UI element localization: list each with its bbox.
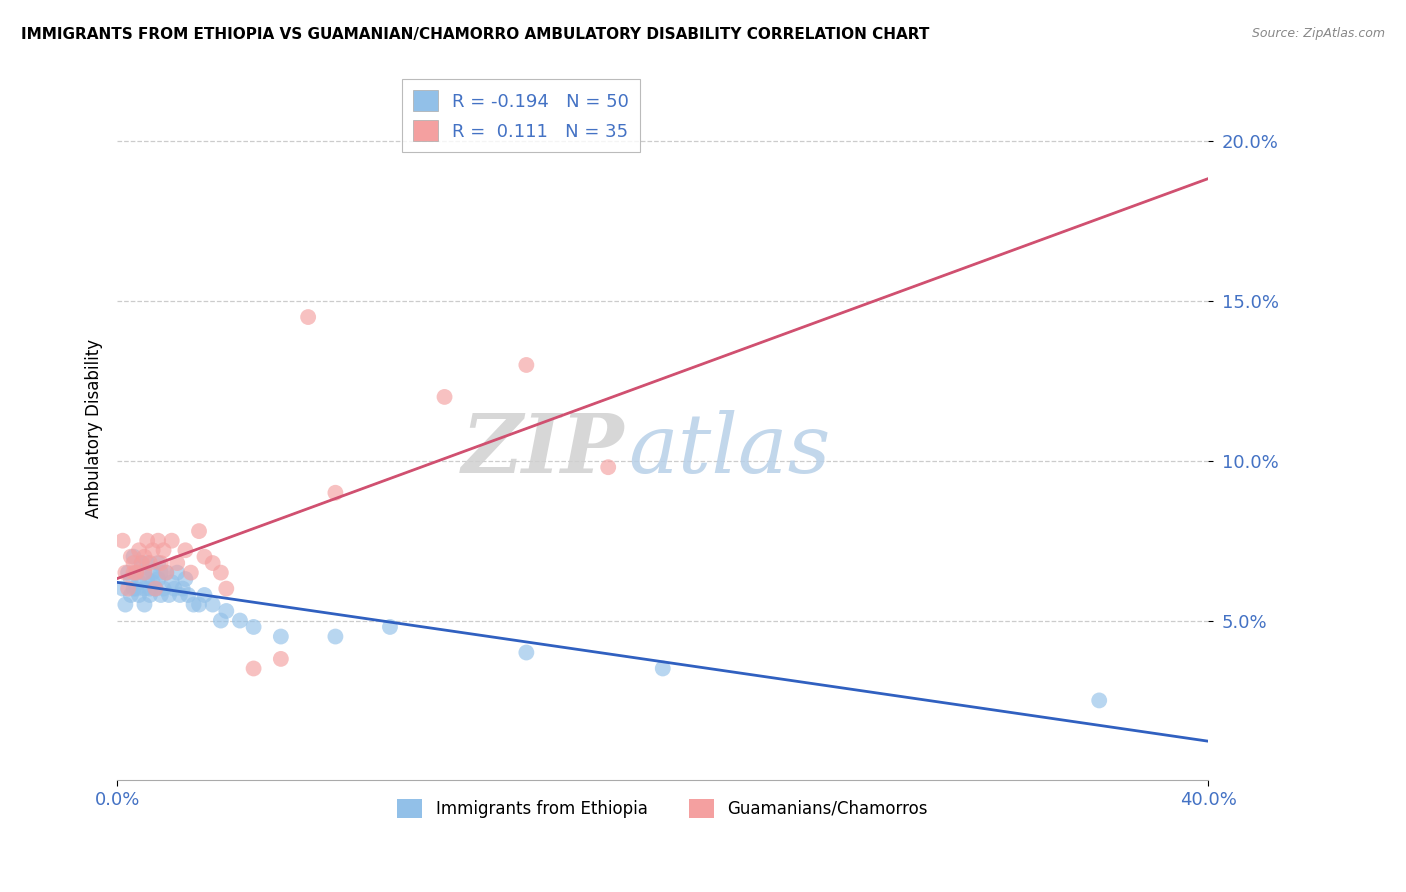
Point <box>515 358 537 372</box>
Point <box>128 575 150 590</box>
Point <box>209 566 232 580</box>
Point <box>111 582 134 596</box>
Text: Source: ZipAtlas.com: Source: ZipAtlas.com <box>1251 27 1385 40</box>
Point <box>215 582 238 596</box>
Point <box>139 588 162 602</box>
Point <box>134 566 156 580</box>
Point <box>651 661 673 675</box>
Point <box>120 572 142 586</box>
Point <box>125 582 148 596</box>
Point <box>134 582 156 596</box>
Point <box>136 533 159 548</box>
Point <box>183 598 205 612</box>
Point <box>155 566 177 580</box>
Point <box>120 588 142 602</box>
Point <box>139 556 162 570</box>
Point <box>111 533 134 548</box>
Point <box>146 533 169 548</box>
Point <box>149 566 172 580</box>
Point <box>122 566 145 580</box>
Point <box>145 582 167 596</box>
Point <box>136 572 159 586</box>
Point <box>177 588 200 602</box>
Point <box>146 572 169 586</box>
Point <box>149 588 172 602</box>
Point <box>515 646 537 660</box>
Point <box>125 566 148 580</box>
Point <box>139 582 162 596</box>
Point <box>188 598 211 612</box>
Point <box>114 598 136 612</box>
Legend: Immigrants from Ethiopia, Guamanians/Chamorros: Immigrants from Ethiopia, Guamanians/Cha… <box>391 792 935 825</box>
Point <box>142 575 165 590</box>
Point <box>142 543 165 558</box>
Point <box>155 566 177 580</box>
Point <box>201 556 224 570</box>
Point <box>163 582 186 596</box>
Point <box>160 575 183 590</box>
Point <box>209 614 232 628</box>
Point <box>114 566 136 580</box>
Point <box>180 566 202 580</box>
Point <box>134 598 156 612</box>
Point <box>142 566 165 580</box>
Point <box>193 588 215 602</box>
Point <box>149 556 172 570</box>
Point <box>136 556 159 570</box>
Point <box>152 543 174 558</box>
Point <box>229 614 252 628</box>
Point <box>325 630 347 644</box>
Point <box>297 310 319 324</box>
Point <box>270 630 292 644</box>
Point <box>193 549 215 564</box>
Point <box>117 582 139 596</box>
Point <box>131 556 153 570</box>
Text: atlas: atlas <box>628 410 830 490</box>
Point <box>125 566 148 580</box>
Point <box>270 652 292 666</box>
Point <box>174 572 197 586</box>
Point <box>134 566 156 580</box>
Point <box>122 556 145 570</box>
Point <box>146 556 169 570</box>
Point <box>188 524 211 538</box>
Point <box>122 549 145 564</box>
Point <box>134 549 156 564</box>
Point <box>433 390 456 404</box>
Point <box>172 582 194 596</box>
Point <box>598 460 620 475</box>
Point <box>1088 693 1111 707</box>
Point <box>201 598 224 612</box>
Point <box>242 661 264 675</box>
Text: ZIP: ZIP <box>463 410 624 490</box>
Text: IMMIGRANTS FROM ETHIOPIA VS GUAMANIAN/CHAMORRO AMBULATORY DISABILITY CORRELATION: IMMIGRANTS FROM ETHIOPIA VS GUAMANIAN/CH… <box>21 27 929 42</box>
Point <box>378 620 401 634</box>
Point <box>128 588 150 602</box>
Point <box>160 533 183 548</box>
Point <box>117 566 139 580</box>
Y-axis label: Ambulatory Disability: Ambulatory Disability <box>86 339 103 518</box>
Point <box>131 556 153 570</box>
Point <box>128 543 150 558</box>
Point <box>157 588 180 602</box>
Point <box>166 556 188 570</box>
Point <box>145 582 167 596</box>
Point <box>242 620 264 634</box>
Point <box>120 549 142 564</box>
Point <box>152 582 174 596</box>
Point <box>166 566 188 580</box>
Point <box>174 543 197 558</box>
Point <box>169 588 191 602</box>
Point <box>325 485 347 500</box>
Point <box>215 604 238 618</box>
Point <box>122 582 145 596</box>
